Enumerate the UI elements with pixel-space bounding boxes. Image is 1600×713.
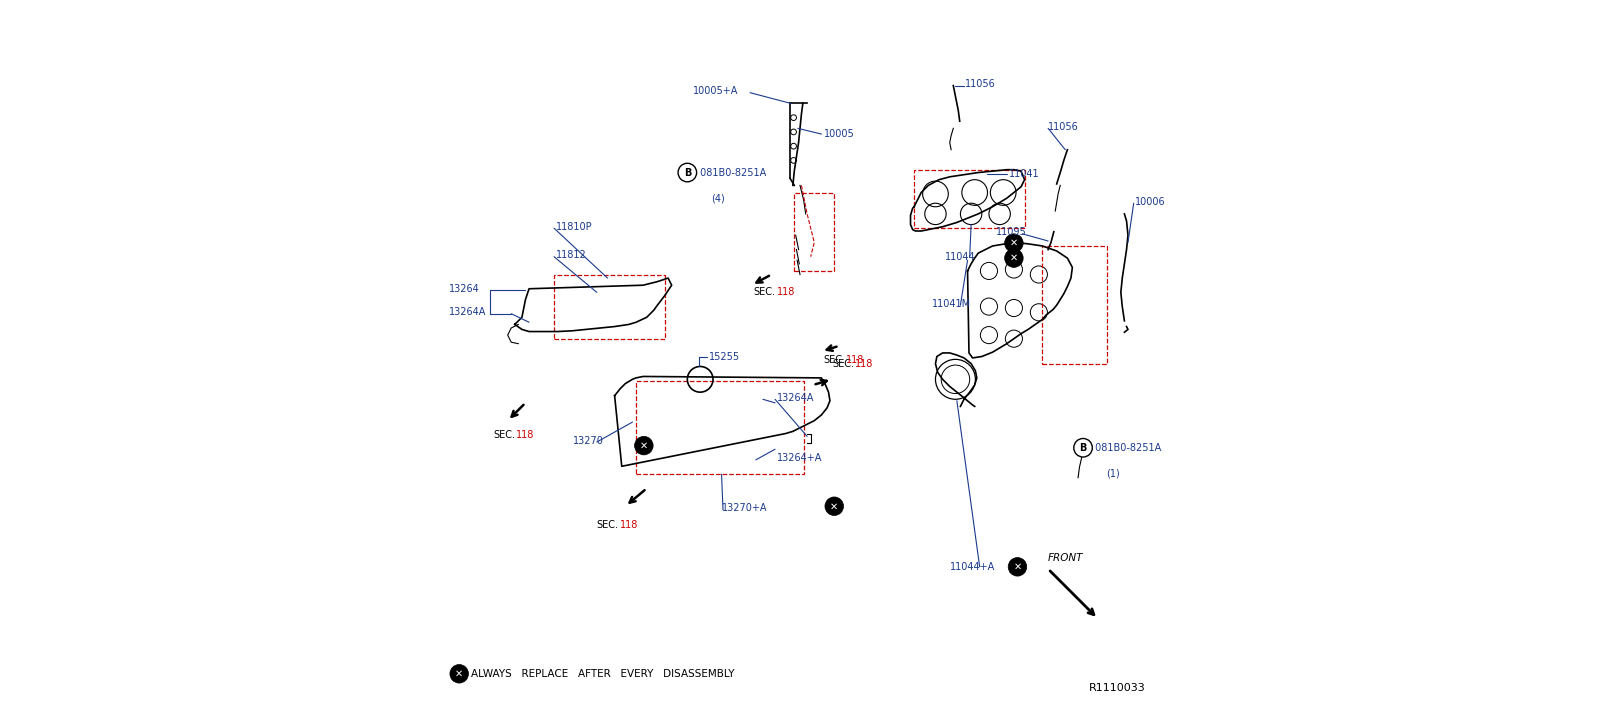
Text: 118: 118 xyxy=(846,355,864,365)
Bar xyxy=(794,193,834,271)
Text: FRONT: FRONT xyxy=(1048,553,1083,563)
Circle shape xyxy=(450,665,469,683)
Text: SEC.: SEC. xyxy=(597,520,619,530)
Text: 081B0-8251A: 081B0-8251A xyxy=(1093,443,1162,453)
Text: ✕: ✕ xyxy=(1010,238,1018,248)
Text: 13270+A: 13270+A xyxy=(722,503,766,513)
Circle shape xyxy=(1008,558,1027,576)
Text: 118: 118 xyxy=(619,520,638,530)
Text: ✕: ✕ xyxy=(454,669,464,679)
Text: 118: 118 xyxy=(776,287,795,297)
Text: 118: 118 xyxy=(517,430,534,440)
Bar xyxy=(637,381,803,474)
Text: 081B0-8251A: 081B0-8251A xyxy=(696,168,766,178)
Text: 11044+A: 11044+A xyxy=(950,562,995,572)
Text: SEC.: SEC. xyxy=(824,355,845,365)
Text: 11044: 11044 xyxy=(944,252,976,262)
Text: 13264: 13264 xyxy=(450,284,480,294)
Bar xyxy=(554,275,664,339)
Text: B: B xyxy=(1080,443,1086,453)
Text: SEC.: SEC. xyxy=(754,287,776,297)
Text: 13270: 13270 xyxy=(573,436,605,446)
Text: ALWAYS   REPLACE   AFTER   EVERY   DISASSEMBLY: ALWAYS REPLACE AFTER EVERY DISASSEMBLY xyxy=(470,669,734,679)
Text: 13264+A: 13264+A xyxy=(778,453,822,463)
Text: B: B xyxy=(683,168,691,178)
Text: 11056: 11056 xyxy=(1048,122,1078,132)
Text: ✕: ✕ xyxy=(830,501,838,511)
Text: 13264A: 13264A xyxy=(778,393,814,403)
Text: SEC.: SEC. xyxy=(832,359,854,369)
Text: 10005: 10005 xyxy=(824,129,854,139)
Text: (4): (4) xyxy=(710,193,725,203)
Text: 11041M: 11041M xyxy=(931,299,971,309)
Circle shape xyxy=(635,436,653,455)
Circle shape xyxy=(1005,234,1022,252)
Text: 11056: 11056 xyxy=(965,79,997,89)
Text: 10006: 10006 xyxy=(1134,197,1166,207)
Text: 11812: 11812 xyxy=(557,250,587,260)
Text: ✕: ✕ xyxy=(1010,253,1018,263)
Text: 10005+A: 10005+A xyxy=(693,86,739,96)
Text: 11095: 11095 xyxy=(997,227,1027,237)
Text: ✕: ✕ xyxy=(1013,562,1021,572)
Text: 13264A: 13264A xyxy=(450,307,486,317)
Text: 15255: 15255 xyxy=(709,352,739,361)
Text: 11810P: 11810P xyxy=(557,222,592,232)
Circle shape xyxy=(826,497,843,515)
Text: 118: 118 xyxy=(854,359,874,369)
Text: ✕: ✕ xyxy=(640,441,648,451)
Text: SEC.: SEC. xyxy=(493,430,515,440)
Text: (1): (1) xyxy=(1107,468,1120,478)
Circle shape xyxy=(1005,249,1022,267)
Bar xyxy=(914,170,1024,228)
Bar xyxy=(1043,246,1107,364)
Text: 11041: 11041 xyxy=(1010,169,1040,179)
Text: R1110033: R1110033 xyxy=(1090,683,1146,693)
